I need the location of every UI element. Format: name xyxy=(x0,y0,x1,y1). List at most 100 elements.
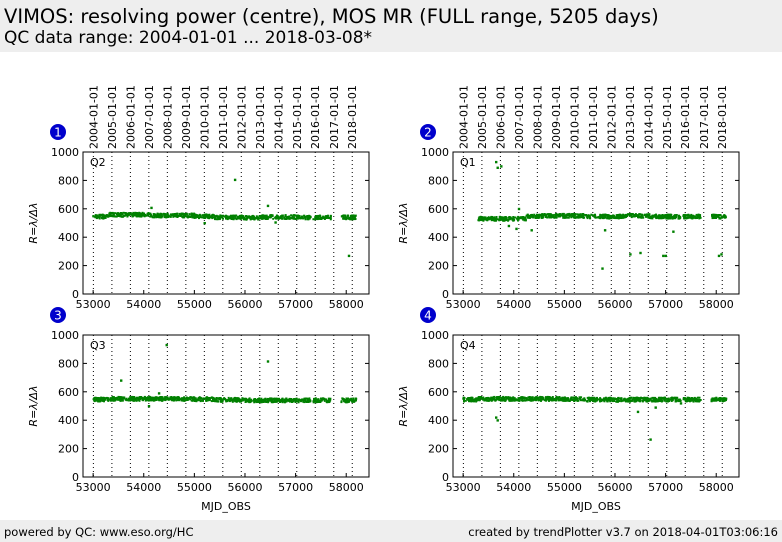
data-point xyxy=(481,216,484,219)
data-point xyxy=(612,398,615,401)
panel-number: 2 xyxy=(424,126,432,140)
data-point xyxy=(297,214,299,217)
data-point xyxy=(292,217,295,220)
data-point xyxy=(214,218,216,221)
data-point xyxy=(278,397,281,400)
outlier-point xyxy=(515,227,518,231)
data-point xyxy=(512,216,515,218)
data-point xyxy=(550,216,553,219)
data-point xyxy=(692,398,695,401)
data-point xyxy=(225,217,227,220)
data-point xyxy=(475,400,478,403)
data-point xyxy=(270,400,273,402)
data-point xyxy=(677,216,680,219)
data-point xyxy=(316,216,318,219)
data-point xyxy=(483,216,486,219)
data-point xyxy=(279,401,281,403)
data-point xyxy=(201,216,204,219)
data-point xyxy=(298,215,301,218)
data-point xyxy=(118,397,121,400)
data-point xyxy=(542,398,545,401)
data-point xyxy=(645,400,648,403)
data-point xyxy=(643,213,646,216)
data-point xyxy=(563,399,566,402)
data-point xyxy=(121,397,124,400)
data-point xyxy=(346,214,349,217)
data-point xyxy=(121,215,124,218)
data-point xyxy=(242,397,245,400)
chart-panel-1: 0 200 400 600 800 1000 53000 54000 55000 56000 570… xyxy=(27,85,370,311)
data-point xyxy=(586,396,589,399)
data-point xyxy=(177,397,180,400)
data-point xyxy=(540,399,542,402)
data-point xyxy=(593,400,596,403)
data-point xyxy=(651,217,654,220)
x-tick-label: 54000 xyxy=(126,481,161,494)
data-point xyxy=(202,216,205,219)
data-point xyxy=(228,400,231,403)
data-point xyxy=(119,214,122,217)
data-point xyxy=(717,214,720,217)
outlier-point xyxy=(203,222,206,225)
data-point xyxy=(230,214,232,217)
data-point xyxy=(139,397,141,400)
data-point xyxy=(232,399,235,402)
data-point xyxy=(287,216,290,219)
data-point xyxy=(547,396,550,399)
data-point xyxy=(296,400,299,403)
data-point xyxy=(492,398,495,400)
data-point xyxy=(329,397,332,400)
data-point xyxy=(164,396,167,399)
data-point xyxy=(190,399,193,402)
data-point xyxy=(280,217,282,220)
data-point xyxy=(348,398,351,401)
data-point xyxy=(477,219,480,222)
data-point xyxy=(205,397,208,400)
data-point xyxy=(594,400,597,402)
data-point xyxy=(328,399,331,402)
data-point xyxy=(136,396,138,399)
data-point xyxy=(288,217,291,220)
data-point xyxy=(154,214,156,217)
data-point xyxy=(179,398,182,401)
data-point xyxy=(715,215,718,218)
data-point xyxy=(720,398,723,401)
data-point xyxy=(278,399,281,402)
data-point xyxy=(266,400,269,403)
data-point xyxy=(650,215,653,218)
date-tick-label: 2013-01-01 xyxy=(254,85,267,149)
data-point xyxy=(566,214,568,216)
data-point xyxy=(107,399,110,402)
data-point xyxy=(557,215,560,218)
data-point xyxy=(294,218,297,220)
data-point xyxy=(635,400,638,403)
data-point xyxy=(320,217,322,220)
data-point xyxy=(505,219,508,221)
data-point xyxy=(345,397,348,400)
data-point xyxy=(570,396,573,399)
data-point xyxy=(208,213,211,216)
date-tick-label: 2017-01-01 xyxy=(698,85,711,149)
data-point xyxy=(129,212,132,215)
y-tick-label: 0 xyxy=(72,288,79,301)
data-point xyxy=(661,214,664,217)
data-point xyxy=(229,216,232,219)
data-point xyxy=(271,214,274,217)
x-axis-label: MJD_OBS xyxy=(201,500,251,513)
data-point xyxy=(495,397,498,400)
data-point xyxy=(344,398,347,401)
data-point xyxy=(552,215,554,218)
data-point xyxy=(147,397,150,399)
data-point xyxy=(158,399,161,402)
data-point xyxy=(532,399,535,402)
data-point xyxy=(171,399,174,401)
data-point xyxy=(690,215,693,218)
data-point xyxy=(225,400,228,403)
data-point xyxy=(322,215,325,218)
panel-number-badge xyxy=(420,124,436,140)
data-point xyxy=(684,216,687,219)
x-tick-label: 55000 xyxy=(547,298,582,311)
data-point xyxy=(215,218,218,221)
data-point xyxy=(249,215,252,218)
data-point xyxy=(314,399,317,402)
